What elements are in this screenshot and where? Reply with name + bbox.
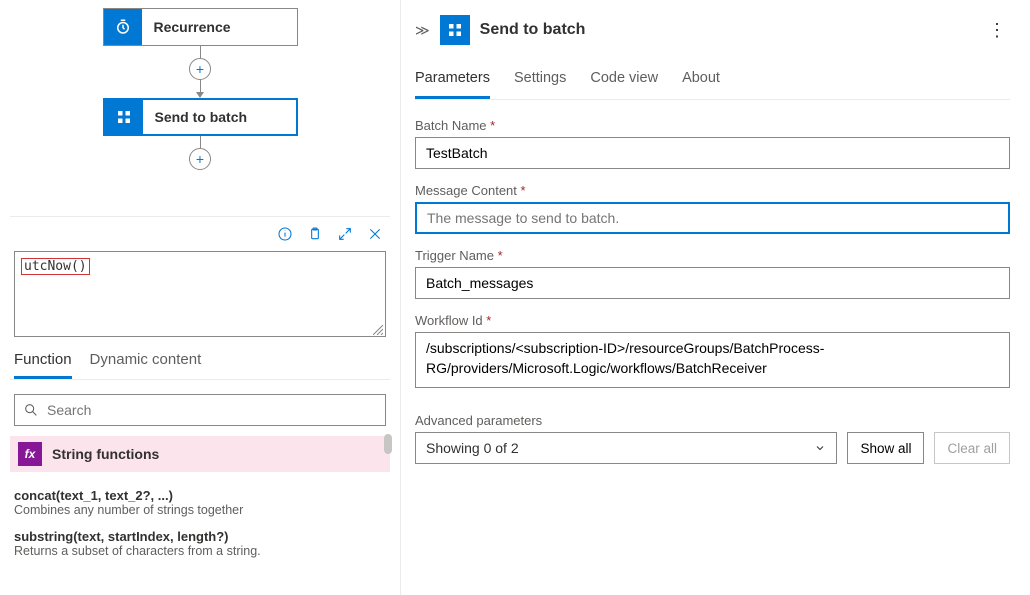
function-name: substring(text, startIndex, length?) <box>14 529 386 544</box>
properties-panel: ≫ Send to batch ⋮ Parameters Settings Co… <box>400 0 1030 595</box>
info-icon[interactable] <box>276 225 294 243</box>
batch-icon <box>440 15 470 45</box>
search-icon <box>23 402 39 418</box>
expression-toolbar <box>10 217 390 251</box>
search-input-wrapper <box>14 394 386 426</box>
connector: + <box>189 136 211 170</box>
clock-icon <box>104 9 142 45</box>
field-label: Trigger Name * <box>415 248 1010 263</box>
tab-dynamic-content[interactable]: Dynamic content <box>90 351 202 379</box>
function-description: Combines any number of strings together <box>14 503 386 517</box>
expression-panel: utcNow() Function Dynamic content fx Str… <box>10 216 390 595</box>
node-label: Send to batch <box>143 109 248 125</box>
panel-title: Send to batch <box>480 21 974 39</box>
node-recurrence[interactable]: Recurrence <box>103 8 298 46</box>
collapse-icon[interactable]: ≫ <box>415 22 430 39</box>
field-trigger-name: Trigger Name * <box>415 248 1010 299</box>
batch-name-input[interactable] <box>415 137 1010 169</box>
tab-about[interactable]: About <box>682 70 720 99</box>
panel-header: ≫ Send to batch ⋮ <box>415 10 1010 50</box>
close-icon[interactable] <box>366 225 384 243</box>
field-label: Batch Name * <box>415 118 1010 133</box>
expand-icon[interactable] <box>336 225 354 243</box>
expression-tabs: Function Dynamic content <box>10 337 390 380</box>
field-label: Message Content * <box>415 183 1010 198</box>
function-item[interactable]: substring(text, startIndex, length?) Ret… <box>14 523 386 564</box>
field-message-content: Message Content * <box>415 183 1010 234</box>
show-all-button[interactable]: Show all <box>847 432 924 464</box>
advanced-parameters-row: Advanced parameters Showing 0 of 2 Show … <box>415 413 1010 464</box>
function-list: concat(text_1, text_2?, ...) Combines an… <box>14 482 386 564</box>
function-item[interactable]: concat(text_1, text_2?, ...) Combines an… <box>14 482 386 523</box>
function-group-label: String functions <box>52 446 159 462</box>
expression-input[interactable]: utcNow() <box>14 251 386 337</box>
scrollbar[interactable] <box>384 434 392 454</box>
more-icon[interactable]: ⋮ <box>984 20 1010 41</box>
node-label: Recurrence <box>142 19 231 35</box>
workflow-canvas: Recurrence + Send to batch + <box>0 0 400 215</box>
search-input[interactable] <box>47 402 377 418</box>
tab-function[interactable]: Function <box>14 351 72 379</box>
function-group-header[interactable]: fx String functions <box>10 436 390 472</box>
clear-all-button[interactable]: Clear all <box>934 432 1010 464</box>
chevron-down-icon <box>814 442 826 454</box>
connector: + <box>189 46 211 98</box>
select-value: Showing 0 of 2 <box>426 440 519 456</box>
advanced-parameters-select[interactable]: Showing 0 of 2 <box>415 432 837 464</box>
workflow-id-input[interactable] <box>415 332 1010 388</box>
field-workflow-id: Workflow Id * <box>415 313 1010 391</box>
trigger-name-input[interactable] <box>415 267 1010 299</box>
fx-icon: fx <box>18 442 42 466</box>
panel-tabs: Parameters Settings Code view About <box>415 70 1010 100</box>
tab-parameters[interactable]: Parameters <box>415 70 490 99</box>
parameters-form: Batch Name * Message Content * Trigger N… <box>415 118 1010 464</box>
message-content-input[interactable] <box>415 202 1010 234</box>
batch-icon <box>105 100 143 134</box>
function-description: Returns a subset of characters from a st… <box>14 544 386 558</box>
tab-code-view[interactable]: Code view <box>590 70 658 99</box>
node-send-to-batch[interactable]: Send to batch <box>103 98 298 136</box>
designer-left-panel: Recurrence + Send to batch + <box>0 0 400 595</box>
resize-grip-icon[interactable] <box>373 324 383 334</box>
tab-settings[interactable]: Settings <box>514 70 566 99</box>
field-label: Workflow Id * <box>415 313 1010 328</box>
function-name: concat(text_1, text_2?, ...) <box>14 488 386 503</box>
field-batch-name: Batch Name * <box>415 118 1010 169</box>
add-step-button[interactable]: + <box>189 148 211 170</box>
expression-text: utcNow() <box>21 258 90 275</box>
add-step-button[interactable]: + <box>189 58 211 80</box>
clipboard-icon[interactable] <box>306 225 324 243</box>
field-label: Advanced parameters <box>415 413 837 428</box>
